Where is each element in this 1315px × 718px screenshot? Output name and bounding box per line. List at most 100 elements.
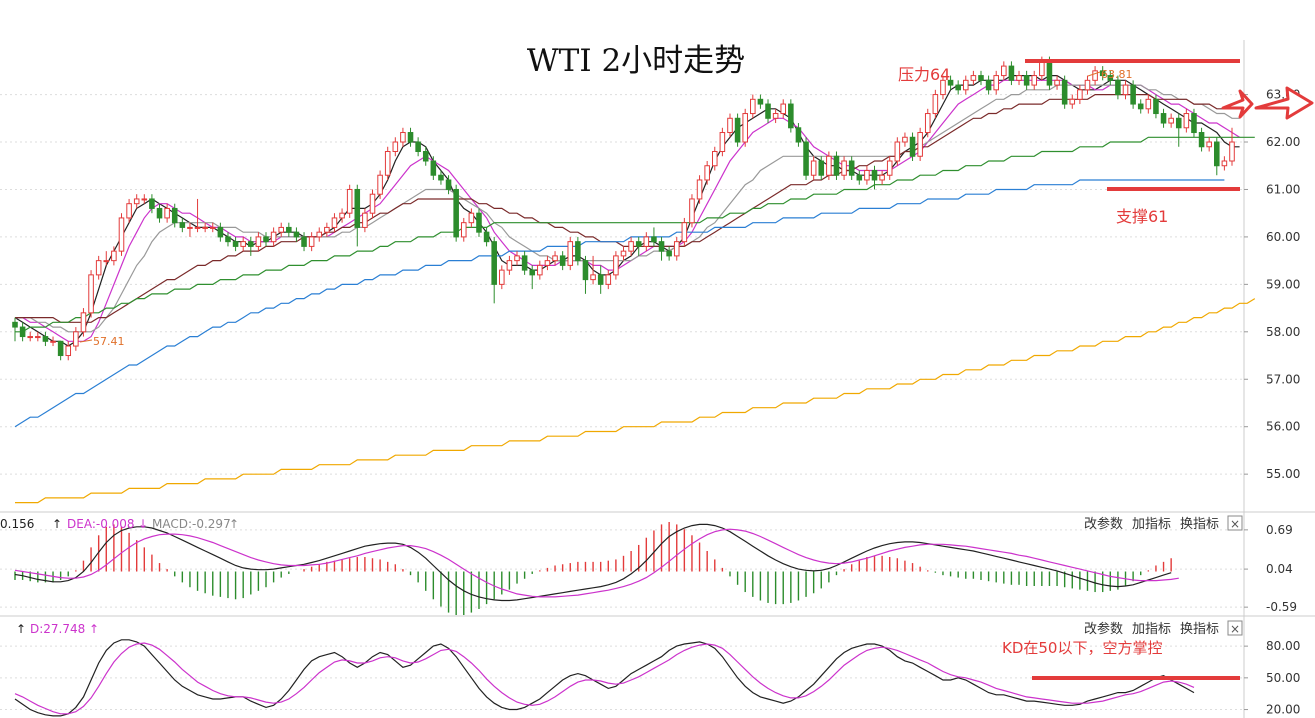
candle-body [757, 98, 764, 105]
candle [468, 208, 475, 228]
candle [118, 213, 125, 256]
candlesticks [12, 56, 1235, 361]
kd-change-params-button[interactable]: 改参数 [1084, 621, 1123, 637]
candle-body [1175, 117, 1182, 129]
dea-line [14, 528, 1179, 598]
candle [240, 236, 246, 252]
candle-body [50, 340, 56, 343]
candle-body [422, 151, 429, 162]
candle-body [848, 160, 855, 176]
candle-body [240, 241, 246, 247]
kd-tick-label: 50.00 [1266, 671, 1300, 685]
candle-body [430, 160, 437, 176]
candle-body [1137, 103, 1144, 110]
kd-close-box[interactable] [1227, 620, 1243, 636]
candle [750, 94, 756, 119]
candle [810, 156, 817, 180]
price-tick-label: 57.00 [1266, 372, 1300, 386]
next-arrow-icon [1254, 86, 1314, 120]
macd-close-icon[interactable]: × [1230, 517, 1240, 531]
candle [225, 232, 231, 247]
candle [331, 213, 338, 233]
candle [202, 222, 208, 233]
candle [415, 137, 421, 157]
candle-body [886, 160, 893, 176]
candle [727, 113, 733, 138]
candle [666, 246, 672, 261]
candle-body [856, 174, 863, 181]
candle [689, 194, 695, 228]
candle [316, 227, 323, 242]
candle [377, 170, 383, 199]
candle-body [369, 193, 376, 214]
candle-body [179, 222, 186, 228]
candle-body [27, 336, 33, 339]
candle-body [476, 212, 482, 233]
candle-body [803, 141, 809, 176]
candle-body [947, 79, 954, 86]
candle-body [377, 174, 383, 195]
candle-body [879, 174, 885, 181]
kd-switch-indicator-button[interactable]: 换指标 [1180, 622, 1219, 637]
candle [499, 265, 505, 290]
candle-body [719, 132, 726, 153]
candle [864, 165, 870, 185]
candle [194, 198, 201, 233]
candle [537, 260, 543, 280]
candle-body [635, 241, 642, 247]
macd-tick-label: 0.04 [1266, 562, 1293, 576]
candle-body [1168, 117, 1174, 124]
candle [955, 80, 961, 95]
candle [369, 189, 376, 218]
candle [1153, 94, 1159, 119]
macd-close-box[interactable] [1227, 515, 1243, 531]
candle-body [818, 160, 825, 176]
low-marker-arrow [79, 339, 93, 343]
candle [171, 203, 178, 228]
candle-body [628, 241, 634, 252]
candle [42, 331, 49, 347]
candle [780, 99, 787, 119]
candle-body [597, 274, 604, 285]
candle [156, 203, 163, 223]
candle-body [73, 331, 79, 347]
candle [514, 251, 520, 266]
kd-add-indicator-button[interactable]: 加指标 [1132, 622, 1171, 637]
candle [719, 127, 726, 157]
candle [50, 336, 56, 347]
candle-body [909, 136, 916, 157]
candle [12, 317, 18, 342]
ma-line-1 [14, 75, 1240, 347]
candle [1031, 70, 1038, 90]
candle-body [118, 217, 125, 252]
candle-body [346, 188, 353, 214]
candle [141, 194, 148, 204]
candle-body [552, 255, 558, 262]
y-axis-labels: 63.0062.0061.0060.0059.0058.0057.0056.00… [1244, 88, 1300, 717]
chart-title: WTI 2小时走势 [527, 43, 745, 79]
candle-body [864, 169, 870, 181]
candle [947, 75, 954, 90]
candle [597, 265, 604, 294]
macd-add-indicator-button[interactable]: 加指标 [1132, 517, 1171, 532]
candle-body [1191, 113, 1197, 134]
candle-body [978, 75, 984, 81]
kd-close-icon[interactable]: × [1230, 622, 1240, 636]
price-tick-label: 62.00 [1266, 135, 1300, 149]
candle-body [491, 241, 497, 285]
ma-line-6 [14, 179, 1225, 428]
candle-body [932, 94, 939, 115]
candle-body [483, 231, 490, 243]
candle-body [780, 103, 787, 115]
candle [255, 232, 262, 252]
kd-tick-label: 20.00 [1266, 703, 1300, 717]
candle [1115, 75, 1121, 100]
candle-body [962, 79, 969, 91]
candle [1198, 127, 1205, 152]
macd-switch-indicator-button[interactable]: 换指标 [1180, 517, 1219, 532]
candle [993, 70, 999, 95]
candle [879, 170, 885, 185]
candle-body [126, 203, 132, 219]
macd-change-params-button[interactable]: 改参数 [1084, 516, 1123, 532]
